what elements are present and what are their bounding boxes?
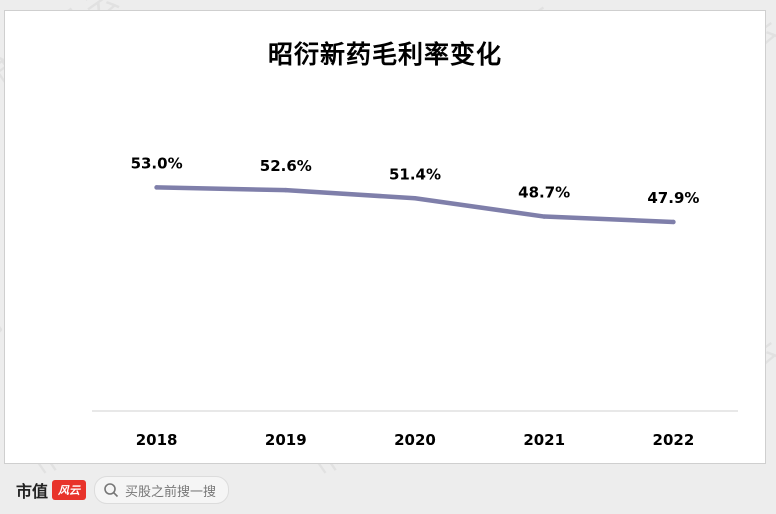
series-line <box>154 185 676 225</box>
brand-mark: 风云 <box>52 480 87 500</box>
data-label: 53.0% <box>131 154 183 172</box>
data-point <box>283 187 288 193</box>
search-box[interactable]: 买股之前搜一搜 <box>94 476 230 504</box>
data-point <box>154 185 159 190</box>
brand-logo: 市值 风云 <box>16 478 87 502</box>
x-tick-label: 2021 <box>523 431 565 449</box>
footer: 市值 风云 买股之前搜一搜 <box>0 466 776 514</box>
chart-title: 昭衍新药毛利率变化 <box>267 40 502 69</box>
data-label: 47.9% <box>647 189 699 207</box>
data-point <box>412 196 418 201</box>
brand-name: 市值 <box>16 482 49 501</box>
data-label: 51.4% <box>389 165 441 183</box>
x-tick-label: 2019 <box>265 431 307 449</box>
search-icon <box>104 483 119 498</box>
data-point <box>671 219 676 225</box>
data-point <box>542 214 547 219</box>
data-label: 48.7% <box>518 184 570 202</box>
x-tick-label: 2018 <box>136 431 178 449</box>
data-label: 52.6% <box>260 157 312 175</box>
chart-card: 昭衍新药毛利率变化 <box>4 10 766 464</box>
x-tick-label: 2022 <box>653 431 695 449</box>
x-tick-label: 2020 <box>394 431 436 449</box>
search-text: 买股之前搜一搜 <box>125 484 217 500</box>
